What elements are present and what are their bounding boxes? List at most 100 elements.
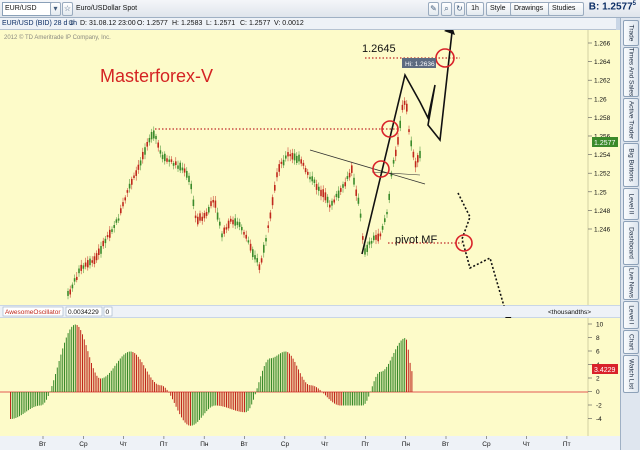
oscillator-bar [141,362,143,392]
time-tick-label: Чт [523,441,530,448]
oscillator-bar [406,339,407,392]
zoom-button[interactable]: ⌕ [441,2,452,16]
oscillator-name-box[interactable] [2,306,64,317]
oscillator-bar [101,378,103,392]
oscillator-bar [134,353,136,392]
candle-body [117,218,120,221]
oscillator-bar [231,392,233,410]
oscillator-bar [29,392,31,409]
oscillator-bar [343,392,344,406]
oscillator-bar [128,351,130,392]
side-tab-trade[interactable]: Trade [623,20,639,46]
side-tab-active-trader[interactable]: Active Trader [623,98,639,142]
candle-body [408,129,410,133]
side-tab-level-ii[interactable]: Level II [623,188,639,220]
candle-body [150,131,153,140]
side-tab-label: Trade [627,24,635,42]
oscillator-bar [389,360,391,392]
candle-body [280,161,283,164]
candle-body [95,253,98,261]
candle-body [203,213,206,219]
oscillator-bar [85,345,87,392]
interval-button[interactable]: 1h [466,2,484,16]
candle-body [120,208,122,214]
candle-body [139,160,142,166]
oscillator-bar [71,326,73,392]
oscillator-bar [287,352,289,392]
time-tick-label: Чт [120,441,127,448]
price-tick-label: 1.246 [594,227,611,234]
current-price-text: 1.2577 [594,140,616,147]
chart-toolbar: EUR/USD ▾ ☆ Euro/USDollar Spot ✎ ⌕ ↻ 1h … [0,0,640,18]
favorite-button[interactable]: ☆ [62,2,73,16]
oscillator-bar [47,392,49,396]
side-tab-times-and-sales[interactable]: Times And Sales [623,47,639,97]
candle-body [390,172,393,177]
oscillator-bar [215,392,217,406]
oscillator-bar [148,374,150,392]
oscillator-bar [155,383,157,392]
oscillator-bar [24,392,26,413]
time-tick-label: Ср [79,441,88,448]
candle-body [331,200,333,206]
side-tab-big-buttons[interactable]: Big Buttons [623,143,639,187]
price-chart[interactable]: 2012 © TD Ameritrade IP Company, Inc. 1.… [0,30,620,450]
oscillator-bar [125,353,127,392]
oscillator-bar [105,376,107,392]
side-tab-watch-list[interactable]: Watch List [623,355,639,393]
candle-body [329,204,331,208]
oscillator-bar [17,392,19,418]
candle-body [168,159,170,162]
oscillator-bar [271,358,272,392]
candle-body [212,199,214,203]
oscillator-bar [298,369,299,392]
candle-body [395,149,397,157]
candle-body [236,221,239,226]
candle-body [412,151,415,158]
candle-body [190,183,192,190]
side-tab-label: Level II [627,193,635,215]
oscillator-bar [118,360,119,392]
symbol-lookup-button[interactable]: ▾ [50,2,61,16]
candle-body [100,245,102,254]
oscillator-bar [80,330,82,392]
drawings-button[interactable]: Drawings [510,2,552,16]
oscillator-bar [136,354,137,392]
candle-body [199,213,201,221]
current-price-tag [592,137,618,147]
oscillator-bar [145,368,146,392]
time-tick-label: Пт [361,441,369,448]
studies-button[interactable]: Studies [548,2,584,16]
oscillator-param: 0 [106,309,110,316]
candle-body [322,189,324,198]
chart-title: EUR/USD (BID) 28 d 1h [2,20,78,27]
osc-tick-label: 6 [596,349,600,356]
side-tab-live-news[interactable]: Live News [623,266,639,300]
oscillator-bar [379,372,380,392]
candle-body [111,229,113,232]
oscillator-bar [182,392,184,421]
candle-body [159,150,162,154]
candle-body [315,183,318,190]
side-tab-dashboard[interactable]: Dashboard [623,221,639,265]
side-tab-level-i[interactable]: Level I [623,301,639,329]
candle-body [179,162,181,171]
oscillator-bar [402,338,404,392]
oscillator-bar [397,345,398,392]
oscillator-bar [15,392,17,418]
oscillator-bar [186,392,188,425]
oscillator-bar [127,352,128,392]
symbol-input[interactable]: EUR/USD [2,2,52,16]
oscillator-bar [193,392,195,425]
oscillator-bar [38,392,40,406]
side-tab-chart[interactable]: Chart [623,330,639,354]
candle-body [155,135,157,140]
candle-body [401,104,404,110]
time-tick-label: Вт [241,441,248,448]
side-tab-label: Big Buttons [627,148,635,182]
draw-tool-button[interactable]: ✎ [428,2,439,16]
refresh-button[interactable]: ↻ [454,2,465,16]
settings-icons[interactable]: ⚙ [68,18,74,30]
chart-info-bar: EUR/USD (BID) 28 d 1h ⚙ D: 31.08.12 23:0… [0,18,616,30]
candle-body [115,219,118,223]
